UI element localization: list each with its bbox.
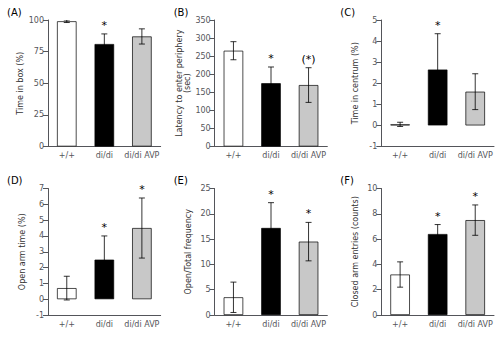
svg-text:7: 7 — [39, 184, 44, 193]
svg-text:3: 3 — [39, 247, 44, 256]
svg-text:1: 1 — [372, 100, 377, 109]
svg-text:di/di AVP: di/di AVP — [291, 320, 326, 329]
svg-text:200: 200 — [195, 70, 210, 79]
svg-text:0: 0 — [372, 311, 377, 320]
svg-text:2: 2 — [372, 79, 377, 88]
svg-text:+/+: +/+ — [225, 151, 241, 160]
svg-text:Open/Total frequency: Open/Total frequency — [184, 209, 193, 295]
svg-text:2: 2 — [372, 285, 377, 294]
svg-text:di/di: di/di — [429, 151, 446, 160]
svg-text:6: 6 — [39, 200, 44, 209]
svg-text:di/di: di/di — [262, 320, 279, 329]
svg-text:4: 4 — [372, 37, 377, 46]
svg-text:*: * — [306, 207, 312, 220]
svg-text:+/+: +/+ — [59, 320, 75, 329]
svg-text:0: 0 — [206, 142, 211, 151]
svg-text:25: 25 — [34, 110, 44, 119]
svg-text:*: * — [268, 188, 274, 201]
svg-text:+/+: +/+ — [392, 320, 408, 329]
svg-text:(C): (C) — [340, 7, 355, 18]
svg-text:350: 350 — [195, 16, 210, 25]
svg-text:di/di: di/di — [429, 320, 446, 329]
svg-text:50: 50 — [200, 124, 210, 133]
svg-text:250: 250 — [195, 52, 210, 61]
svg-text:*: * — [139, 183, 145, 196]
svg-text:1: 1 — [39, 279, 44, 288]
svg-text:di/di AVP: di/di AVP — [124, 151, 159, 160]
svg-text:3: 3 — [372, 58, 377, 67]
svg-text:6: 6 — [372, 235, 377, 244]
svg-text:di/di: di/di — [96, 320, 113, 329]
svg-text:di/di AVP: di/di AVP — [124, 320, 159, 329]
svg-text:0: 0 — [39, 295, 44, 304]
svg-text:(B): (B) — [174, 7, 189, 18]
svg-text:(F): (F) — [340, 175, 354, 186]
svg-text:Time in box (%): Time in box (%) — [16, 52, 25, 116]
svg-text:*: * — [102, 19, 108, 32]
svg-text:0: 0 — [206, 311, 211, 320]
svg-text:0: 0 — [372, 121, 377, 130]
svg-text:*: * — [435, 19, 441, 32]
svg-text:Time in centrum (%): Time in centrum (%) — [351, 42, 360, 125]
svg-text:15: 15 — [200, 235, 210, 244]
svg-text:+/+: +/+ — [225, 320, 241, 329]
svg-text:+/+: +/+ — [392, 151, 408, 160]
svg-text:300: 300 — [195, 34, 210, 43]
svg-text:10: 10 — [367, 184, 377, 193]
svg-text:*: * — [435, 210, 441, 223]
svg-text:Open arm time (%): Open arm time (%) — [18, 213, 27, 290]
svg-text:di/di AVP: di/di AVP — [458, 151, 493, 160]
svg-text:(A): (A) — [7, 7, 22, 18]
svg-text:(sec): (sec) — [183, 73, 192, 93]
svg-text:5: 5 — [372, 16, 377, 25]
svg-text:5: 5 — [206, 285, 211, 294]
svg-text:-1: -1 — [36, 311, 44, 320]
svg-text:di/di AVP: di/di AVP — [458, 320, 493, 329]
svg-text:di/di AVP: di/di AVP — [291, 151, 326, 160]
svg-text:Latency to enter periphery: Latency to enter periphery — [175, 29, 184, 137]
svg-text:di/di: di/di — [262, 151, 279, 160]
svg-text:5: 5 — [39, 216, 44, 225]
svg-text:2: 2 — [39, 263, 44, 272]
svg-text:(D): (D) — [7, 175, 23, 186]
svg-text:25: 25 — [200, 184, 210, 193]
svg-text:20: 20 — [200, 209, 210, 218]
svg-text:8: 8 — [372, 209, 377, 218]
svg-text:*: * — [472, 190, 478, 203]
svg-text:100: 100 — [195, 106, 210, 115]
svg-text:(E): (E) — [174, 175, 188, 186]
svg-text:4: 4 — [39, 231, 44, 240]
svg-text:100: 100 — [29, 16, 44, 25]
svg-text:Closed arm entries (counts): Closed arm entries (counts) — [351, 196, 360, 307]
svg-text:+/+: +/+ — [59, 151, 75, 160]
svg-text:0: 0 — [39, 142, 44, 151]
svg-text:75: 75 — [34, 47, 44, 56]
svg-text:50: 50 — [34, 79, 44, 88]
svg-text:4: 4 — [372, 260, 377, 269]
svg-text:150: 150 — [195, 88, 210, 97]
svg-text:(*): (*) — [302, 53, 316, 66]
svg-text:di/di: di/di — [96, 151, 113, 160]
svg-text:*: * — [268, 52, 274, 65]
svg-text:-1: -1 — [369, 142, 377, 151]
svg-text:10: 10 — [200, 260, 210, 269]
svg-text:*: * — [102, 221, 108, 234]
